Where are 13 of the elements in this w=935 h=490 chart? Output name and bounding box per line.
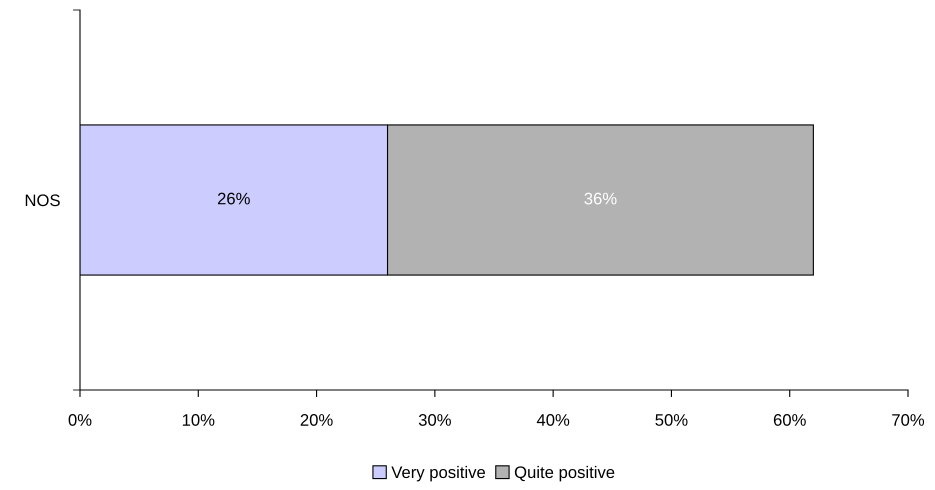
y-tick-label: NOS: [26, 194, 60, 206]
x-tick-label: 40%: [536, 414, 570, 426]
x-tick-label: 30%: [418, 414, 451, 426]
data-label: 26%: [218, 192, 250, 204]
legend-label: Very positive: [391, 466, 486, 482]
legend-label: Quite positive: [514, 466, 614, 482]
x-tick-label: 70%: [892, 414, 924, 426]
data-label: 36%: [584, 192, 617, 204]
x-tick-label: 20%: [300, 414, 333, 426]
x-tick-label: 60%: [774, 414, 806, 426]
x-tick-label: 10%: [182, 414, 214, 426]
x-tick-label: 0%: [68, 414, 92, 426]
x-tick-label: 50%: [655, 414, 688, 426]
